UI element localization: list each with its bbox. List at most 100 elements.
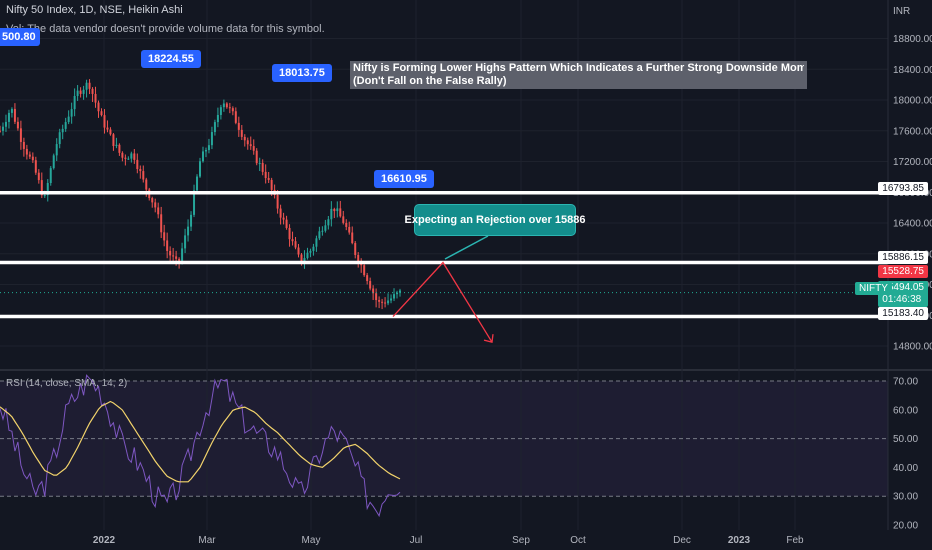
candle-body: [225, 103, 228, 108]
candle-body: [157, 207, 160, 215]
rsi-label: RSI (14, close, SMA, 14, 2): [6, 378, 127, 389]
candle-body: [169, 250, 172, 256]
candle-body: [0, 130, 1, 132]
candle-body: [327, 219, 330, 226]
candle-body: [85, 82, 88, 90]
candle-body: [163, 232, 166, 241]
time-tick-label: 2023: [728, 535, 751, 546]
rsi-tick-label: 70.00: [893, 377, 918, 388]
candle-body: [378, 300, 381, 302]
price-tick-label: 17200.00: [893, 157, 932, 168]
candle-body: [82, 89, 85, 94]
rsi-tick-label: 40.00: [893, 463, 918, 474]
candle-body: [25, 148, 28, 155]
candle-body: [115, 144, 118, 146]
candle-body: [136, 159, 139, 169]
candle-body: [357, 254, 360, 264]
price-tick-label: 17600.00: [893, 126, 932, 137]
analysis-banner[interactable]: Nifty is Forming Lower Highs Pattern Whi…: [350, 61, 807, 89]
candle-body: [160, 214, 163, 233]
candle-body: [288, 227, 291, 240]
candle-body: [1, 126, 4, 131]
candle-body: [201, 151, 204, 162]
candle-body: [294, 241, 297, 248]
countdown-value: 01:46:38: [882, 294, 922, 305]
price-tag-res2: 15886.15: [878, 251, 928, 264]
time-tick-label: Sep: [512, 535, 530, 546]
candle-body: [154, 202, 157, 208]
candle-body: [133, 153, 136, 160]
candle-body: [76, 90, 79, 96]
callout-high-2[interactable]: 18013.75: [272, 64, 332, 82]
candle-body: [207, 145, 210, 151]
candle-body: [73, 95, 76, 110]
candle-body: [219, 107, 222, 115]
candle-body: [351, 232, 354, 244]
candle-body: [309, 250, 312, 253]
candle-body: [199, 161, 201, 177]
candle-body: [285, 219, 288, 228]
candle-body: [139, 168, 142, 172]
candle-body: [393, 294, 396, 299]
candle-body: [4, 121, 7, 127]
time-tick-label: Feb: [786, 535, 804, 546]
candle-body: [390, 298, 393, 301]
rsi-tick-label: 50.00: [893, 434, 918, 445]
candle-body: [342, 216, 345, 223]
rsi-tick-label: 60.00: [893, 405, 918, 416]
candle-body: [336, 208, 339, 212]
candle-body: [52, 155, 55, 169]
candle-body: [10, 108, 13, 113]
candle-body: [22, 141, 25, 149]
candle-body: [375, 293, 378, 301]
candle-body: [172, 255, 175, 257]
candle-body: [88, 82, 91, 89]
candle-body: [142, 171, 145, 180]
candle-body: [264, 171, 267, 179]
projection-arrow: [392, 235, 494, 343]
candle-body: [363, 265, 366, 276]
candle-body: [330, 208, 333, 220]
candle-body: [231, 108, 234, 112]
candle-body: [399, 290, 401, 293]
rsi-ma-line: [0, 400, 401, 483]
price-tag-support: 15183.40: [878, 307, 928, 320]
candle-body: [109, 129, 112, 135]
candle-body: [106, 127, 109, 130]
candlestick-series: [0, 79, 401, 310]
candle-body: [127, 158, 130, 160]
price-tick-label: 16400.00: [893, 219, 932, 230]
candle-body: [118, 144, 121, 153]
candle-body: [130, 153, 133, 159]
callout-high-1[interactable]: 18224.55: [141, 50, 201, 68]
candle-body: [28, 154, 31, 157]
callout-high-3[interactable]: 16610.95: [374, 170, 434, 188]
chart-title[interactable]: Nifty 50 Index, 1D, NSE, Heikin Ashi: [6, 4, 183, 16]
candle-body: [204, 150, 207, 152]
symbol-tag: NIFTY: [855, 282, 892, 295]
rsi-tick-label: 30.00: [893, 492, 918, 503]
candle-body: [70, 109, 73, 117]
rsi-line: [0, 374, 401, 518]
rsi-tick-label: 20.00: [893, 521, 918, 532]
candle-body: [222, 103, 225, 108]
candle-body: [333, 208, 336, 212]
candle-body: [40, 180, 43, 196]
currency-label: INR: [893, 6, 910, 17]
candle-body: [345, 222, 348, 227]
candle-body: [354, 243, 357, 255]
candle-body: [37, 172, 40, 181]
rejection-note[interactable]: Expecting an Rejection over 15886: [405, 204, 585, 236]
price-tick-label: 18400.00: [893, 65, 932, 76]
candle-body: [34, 160, 37, 173]
candle-body: [381, 301, 384, 303]
candle-body: [318, 231, 321, 239]
candle-body: [196, 176, 199, 191]
candle-body: [321, 230, 324, 232]
candle-body: [306, 252, 309, 259]
candle-body: [43, 195, 46, 197]
candle-body: [300, 254, 303, 263]
candle-body: [270, 179, 273, 190]
candle-body: [339, 208, 342, 217]
